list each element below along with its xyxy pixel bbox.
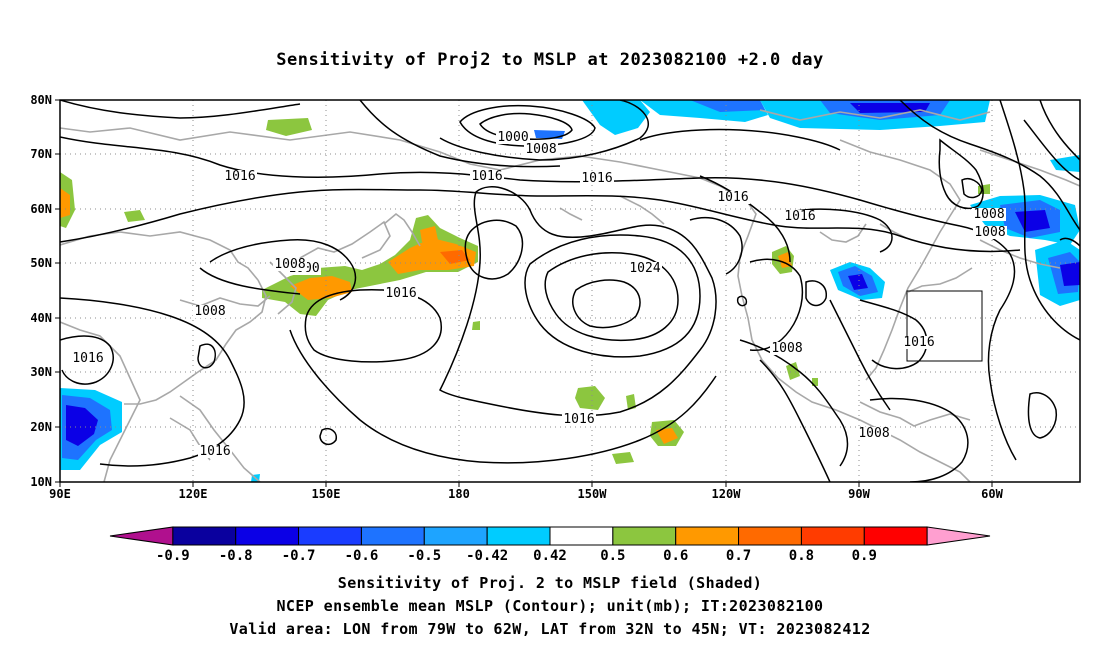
colorbar-segment [612,526,677,546]
colorbar-label: -0.7 [282,548,316,564]
contour-label-bg [470,170,504,183]
colorbar-segment [800,526,865,546]
caption-line-1: Sensitivity of Proj. 2 to MSLP field (Sh… [337,574,763,592]
contour-label-bg [562,413,596,426]
colorbar-segment [172,526,237,546]
longitude-label: 150E [312,487,341,501]
contour-label-bg [198,445,232,458]
longitude-label: 120E [179,487,208,501]
contour-label-bg [384,287,418,300]
contour-label-bg [524,143,558,156]
colorbar-label: -0.5 [407,548,441,564]
contour-label: 1016 [471,169,502,184]
contour-label-bg [223,170,257,183]
colorbar-label: 0.8 [789,548,814,564]
colorbar-label: -0.9 [156,548,190,564]
contour-label-bg [770,342,804,355]
latitude-label: 40N [30,311,52,325]
contour-label: 1016 [784,209,815,224]
longitude-label: 90W [848,487,870,501]
contour-label-bg [783,210,817,223]
contour-label-bg [857,427,891,440]
colorbar-label: 0.7 [726,548,751,564]
contour-label-bg [273,258,307,271]
latitude-label: 10N [30,475,52,489]
valid-area-box [906,290,983,362]
contour-label: 1016 [224,169,255,184]
contour-label-bg [496,131,530,144]
contour-label: 1024 [629,261,660,276]
colorbar-segment [738,526,802,546]
colorbar-label: 0.5 [600,548,625,564]
contour-label: 1008 [525,142,556,157]
sensitivity-shading [60,100,1080,482]
latitude-label: 80N [30,93,52,107]
colorbar-segment [360,526,425,546]
contour-label-bg [71,352,105,365]
caption-line-3: Valid area: LON from 79W to 62W, LAT fro… [229,620,871,638]
contour-label-bg [902,336,936,349]
contour-label: 1016 [903,335,934,350]
latitude-labels: 80N 70N 60N 50N 40N 30N 20N 10N [30,93,52,489]
contour-label: 1016 [72,351,103,366]
colorbar-segment [298,526,362,546]
longitude-label: 90E [49,487,71,501]
colorbar-label: 0.6 [663,548,688,564]
contour-label: 1000 [497,130,528,145]
colorbar-segment [926,526,991,546]
contour-label-bg [972,208,1006,221]
colorbar-label: 0.9 [852,548,877,564]
caption-line-2: NCEP ensemble mean MSLP (Contour); unit(… [276,597,824,615]
latitude-label: 30N [30,365,52,379]
contour-label-bg [716,191,750,204]
contour-label-bg [973,226,1007,239]
longitude-label: 60W [981,487,1003,501]
colorbar-segment [423,526,488,546]
contour-label: 1016 [199,444,230,459]
contour-label: 1008 [973,207,1004,222]
mslp-contours [60,100,1080,482]
contour-label: 1016 [563,412,594,427]
longitude-label: 180 [448,487,470,501]
contour-label: 1016 [581,171,612,186]
contour-label: 1008 [274,257,305,272]
contour-label: 1008 [974,225,1005,240]
colorbar-segment [109,526,174,546]
longitude-labels: 90E 120E 150E 180 150W 120W 90W 60W [49,487,1003,501]
colorbar-segment [235,526,300,546]
longitude-label: 120W [712,487,742,501]
map-title: Sensitivity of Proj2 to MSLP at 20230821… [276,50,824,70]
graticule [60,100,1080,482]
map-frame [59,99,1081,483]
contour-label: 1016 [385,286,416,301]
latitude-label: 70N [30,147,52,161]
contour-label-bg [193,305,227,318]
colorbar-segment [549,526,614,546]
colorbar-label: 0.42 [533,548,567,564]
latitude-label: 60N [30,202,52,216]
contour-label: 1008 [858,426,889,441]
colorbar-segment [863,526,928,546]
colorbar-segment [675,526,740,546]
colorbar-label: -0.6 [345,548,379,564]
longitude-label: 150W [578,487,608,501]
colorbar-label: -0.42 [466,548,508,564]
contour-label: 1016 [717,190,748,205]
colorbar: -0.9 -0.8 -0.7 -0.6 -0.5 -0.42 0.42 0.5 0.6 0.7 0.… [109,526,991,564]
contour-label-bg [580,172,614,185]
contour-label: 1008 [194,304,225,319]
axis-ticks [55,99,993,487]
contour-label: 1008 [771,341,802,356]
latitude-label: 50N [30,256,52,270]
colorbar-label: -0.8 [219,548,253,564]
latitude-label: 20N [30,420,52,434]
contour-label-bg [628,262,662,275]
colorbar-segment [486,526,551,546]
